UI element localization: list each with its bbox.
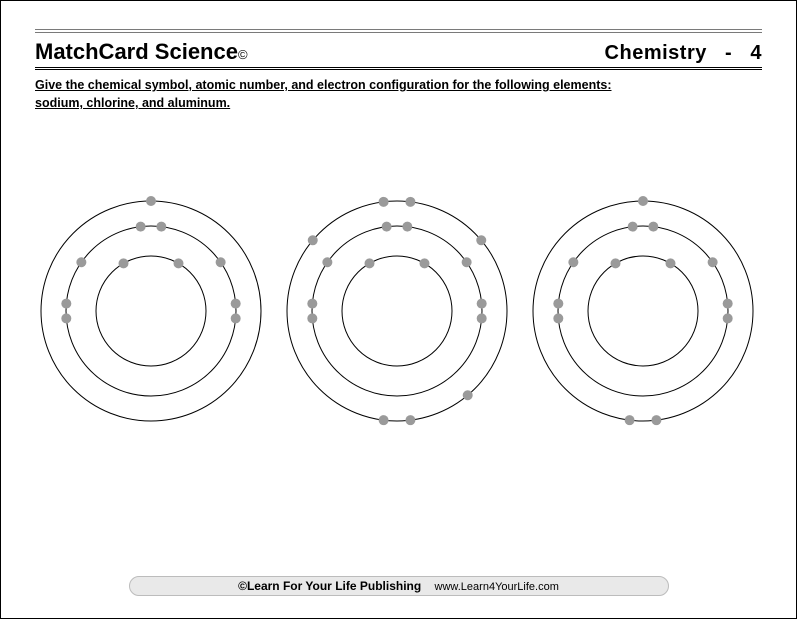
- electron-dot: [648, 222, 658, 232]
- electron-dot: [420, 258, 430, 268]
- electron-dot: [156, 222, 166, 232]
- electron-dot: [119, 258, 129, 268]
- electron-dot: [463, 390, 473, 400]
- electron-dot: [462, 257, 472, 267]
- electron-dot: [477, 299, 487, 309]
- electron-dot: [379, 197, 389, 207]
- card-number: 4: [750, 42, 762, 64]
- footer-publisher: Learn For Your Life Publishing: [247, 579, 421, 593]
- electron-dot: [174, 258, 184, 268]
- electron-dot: [405, 415, 415, 425]
- series-title: MatchCard Science©: [35, 39, 248, 65]
- footer-url: www.Learn4YourLife.com: [435, 581, 559, 593]
- worksheet-page: MatchCard Science© Chemistry - 4 Give th…: [1, 1, 796, 618]
- electron-dot: [611, 258, 621, 268]
- instructions-text: Give the chemical symbol, atomic number,…: [35, 76, 762, 112]
- top-double-rule: [35, 29, 762, 33]
- electron-dot: [379, 415, 389, 425]
- header-underline-rule: [35, 67, 762, 70]
- electron-dot: [365, 258, 375, 268]
- electron-dot: [477, 313, 487, 323]
- electron-dot: [231, 313, 241, 323]
- atom-svg: [1, 181, 797, 441]
- electron-dot: [308, 235, 318, 245]
- electron-dot: [146, 196, 156, 206]
- electron-dot: [402, 222, 412, 232]
- electron-shell: [287, 201, 507, 421]
- instructions-line-1: Give the chemical symbol, atomic number,…: [35, 78, 612, 92]
- electron-shell: [66, 226, 236, 396]
- electron-shell: [558, 226, 728, 396]
- header-row: MatchCard Science© Chemistry - 4: [35, 37, 762, 65]
- electron-shell: [312, 226, 482, 396]
- footer-bar: ©Learn For Your Life Publishing www.Lear…: [129, 576, 669, 596]
- subject-dash: -: [725, 42, 732, 64]
- electron-dot: [553, 299, 563, 309]
- electron-dot: [216, 257, 226, 267]
- electron-dot: [476, 235, 486, 245]
- electron-dot: [625, 415, 635, 425]
- electron-shell: [96, 256, 206, 366]
- electron-dot: [307, 313, 317, 323]
- electron-shell: [342, 256, 452, 366]
- electron-dot: [638, 196, 648, 206]
- electron-dot: [61, 299, 71, 309]
- title-text: MatchCard Science: [35, 39, 238, 64]
- electron-dot: [628, 222, 638, 232]
- electron-dot: [231, 299, 241, 309]
- electron-dot: [723, 313, 733, 323]
- electron-dot: [382, 222, 392, 232]
- title-copyright-mark: ©: [238, 47, 248, 62]
- electron-dot: [307, 299, 317, 309]
- electron-shell: [41, 201, 261, 421]
- subject-text: Chemistry: [605, 42, 707, 64]
- electron-shell-diagram: [1, 181, 797, 441]
- instructions-line-2: sodium, chlorine, and aluminum.: [35, 96, 230, 110]
- electron-shell: [588, 256, 698, 366]
- electron-dot: [568, 257, 578, 267]
- electron-dot: [651, 415, 661, 425]
- electron-dot: [405, 197, 415, 207]
- subject-block: Chemistry - 4: [605, 42, 762, 65]
- electron-dot: [666, 258, 676, 268]
- electron-shell: [533, 201, 753, 421]
- electron-dot: [76, 257, 86, 267]
- electron-dot: [708, 257, 718, 267]
- electron-dot: [322, 257, 332, 267]
- electron-dot: [61, 313, 71, 323]
- electron-dot: [723, 299, 733, 309]
- electron-dot: [553, 313, 563, 323]
- electron-dot: [136, 222, 146, 232]
